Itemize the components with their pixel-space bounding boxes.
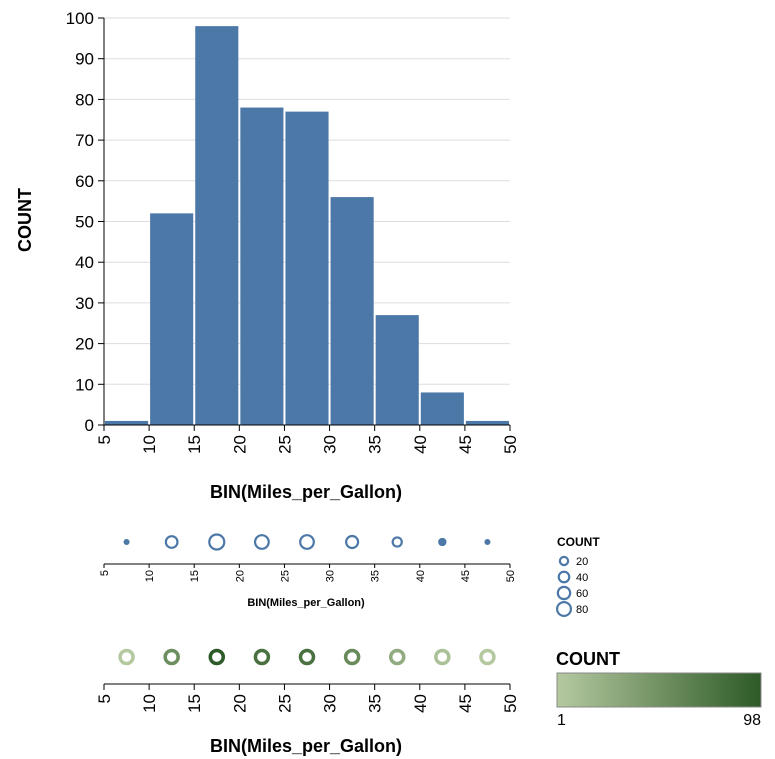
histogram-y-tick-label: 20	[75, 335, 94, 354]
color-dot-x-tick-label: 25	[275, 694, 294, 713]
size-dot-x-tick-label: 5	[99, 570, 111, 576]
size-dot-x-tick-label: 45	[460, 570, 472, 582]
color-dot-x-tick-label: 50	[501, 694, 520, 713]
histogram-bar	[375, 315, 419, 425]
size-legend-label: 80	[576, 604, 588, 616]
histogram-x-tick-label: 50	[501, 435, 520, 454]
color-dot	[388, 648, 406, 666]
color-legend-title: COUNT	[556, 649, 620, 669]
histogram-y-tick-label: 40	[75, 253, 94, 272]
size-dot	[253, 534, 270, 550]
color-legend-min-label: 1	[557, 712, 566, 729]
histogram-axes: 0 10 20 30 40 50 60 70 80 90 100 5 10 15 20 25 30 35 40 45 5…	[66, 9, 520, 454]
size-dot	[391, 536, 403, 548]
size-legend-symbol	[558, 555, 570, 567]
color-dot	[434, 648, 451, 666]
size-legend-symbol	[556, 585, 572, 601]
histogram-y-tick-label: 70	[75, 131, 94, 150]
histogram-y-tick-label: 0	[85, 416, 94, 435]
size-dot	[123, 538, 130, 546]
size-dot-chart: 5 10 15 20 25 30 35 40 45 50 BIN(Miles_per_Gallon…	[99, 533, 600, 618]
color-dot-x-tick-label: 45	[456, 694, 475, 713]
histogram-x-tick-label: 30	[321, 435, 340, 454]
size-dot-x-tick-label: 50	[505, 570, 517, 582]
histogram-x-tick-label: 35	[366, 435, 385, 454]
histogram-x-tick-label: 15	[185, 435, 204, 454]
histogram-x-axis-title: BIN(Miles_per_Gallon)	[210, 482, 402, 502]
histogram-bar	[105, 420, 149, 425]
histogram-x-tick-label: 5	[95, 435, 114, 444]
color-dot	[298, 648, 316, 666]
color-dot	[163, 648, 180, 666]
size-dot-x-tick-label: 15	[189, 570, 201, 582]
size-dot	[345, 534, 360, 550]
color-dot-x-tick-label: 20	[230, 694, 249, 713]
histogram-bars	[105, 26, 509, 426]
histogram-y-tick-label: 60	[75, 172, 94, 191]
histogram-y-tick-label: 100	[66, 9, 94, 28]
color-dot	[208, 648, 226, 666]
histogram-chart: 0 10 20 30 40 50 60 70 80 90 100 5 10 15 20 25 30 35 40 45 5…	[15, 9, 520, 502]
histogram-x-tick-label: 45	[456, 435, 475, 454]
color-dot-x-tick-label: 40	[411, 694, 430, 713]
color-legend-gradient	[556, 672, 762, 708]
size-dot-x-tick-label: 40	[415, 570, 427, 582]
size-dot-x-tick-label: 30	[325, 570, 337, 582]
size-dot-x-tick-label: 10	[144, 570, 156, 582]
histogram-y-tick-label: 90	[75, 50, 94, 69]
size-dot	[208, 533, 226, 551]
histogram-bar	[330, 197, 374, 425]
size-legend: COUNT 20 40 60 80	[555, 535, 600, 618]
color-dot-chart: 5 10 15 20 25 30 35 40 45 50 BIN(Miles_per_Gallon…	[95, 648, 762, 756]
color-dot-x-tick-label: 35	[366, 694, 385, 713]
size-legend-symbol	[557, 570, 571, 584]
color-dot-x-tick-label: 10	[140, 694, 159, 713]
size-dot	[299, 534, 315, 550]
size-legend-symbol	[555, 600, 573, 618]
histogram-bar	[240, 107, 284, 425]
size-dot-x-axis-title: BIN(Miles_per_Gallon)	[247, 597, 365, 609]
histogram-y-tick-label: 80	[75, 90, 94, 109]
size-dot	[164, 535, 179, 549]
histogram-y-tick-label: 50	[75, 213, 94, 232]
color-dot	[118, 648, 135, 666]
size-dot-x-tick-label: 35	[370, 570, 382, 582]
color-dot-x-tick-label: 15	[185, 694, 204, 713]
histogram-x-tick-label: 40	[411, 435, 430, 454]
size-legend-title: COUNT	[557, 535, 600, 549]
size-legend-label: 60	[576, 588, 588, 600]
histogram-bar	[285, 111, 329, 426]
color-dot	[479, 648, 496, 666]
histogram-x-tick-label: 25	[275, 435, 294, 454]
color-dot-x-tick-label: 5	[95, 694, 114, 703]
size-dot-x-tick-label: 25	[279, 570, 291, 582]
histogram-bar	[150, 213, 194, 425]
histogram-bar	[420, 392, 464, 425]
size-dot	[438, 537, 447, 547]
size-dots	[123, 533, 491, 551]
histogram-bar	[465, 420, 509, 425]
histogram-x-tick-label: 10	[140, 435, 159, 454]
histogram-y-axis-title: COUNT	[15, 188, 35, 252]
color-dot-x-axis-title: BIN(Miles_per_Gallon)	[210, 736, 402, 756]
size-dot	[484, 538, 491, 546]
size-dot-axis: 5 10 15 20 25 30 35 40 45 50	[99, 563, 517, 582]
color-dot	[253, 648, 271, 666]
histogram-x-tick-label: 20	[230, 435, 249, 454]
histogram-y-tick-label: 30	[75, 294, 94, 313]
color-dot-axis: 5 10 15 20 25 30 35 40 45 50	[95, 683, 520, 713]
color-legend: COUNT 1 98	[556, 649, 762, 729]
histogram-y-tick-label: 10	[75, 375, 94, 394]
color-dots	[118, 648, 496, 666]
size-legend-label: 40	[576, 572, 588, 584]
color-dot	[343, 648, 361, 666]
color-legend-max-label: 98	[743, 712, 761, 729]
color-dot-x-tick-label: 30	[321, 694, 340, 713]
histogram-bar	[195, 26, 239, 425]
size-dot-x-tick-label: 20	[234, 570, 246, 582]
size-legend-label: 20	[576, 556, 588, 568]
